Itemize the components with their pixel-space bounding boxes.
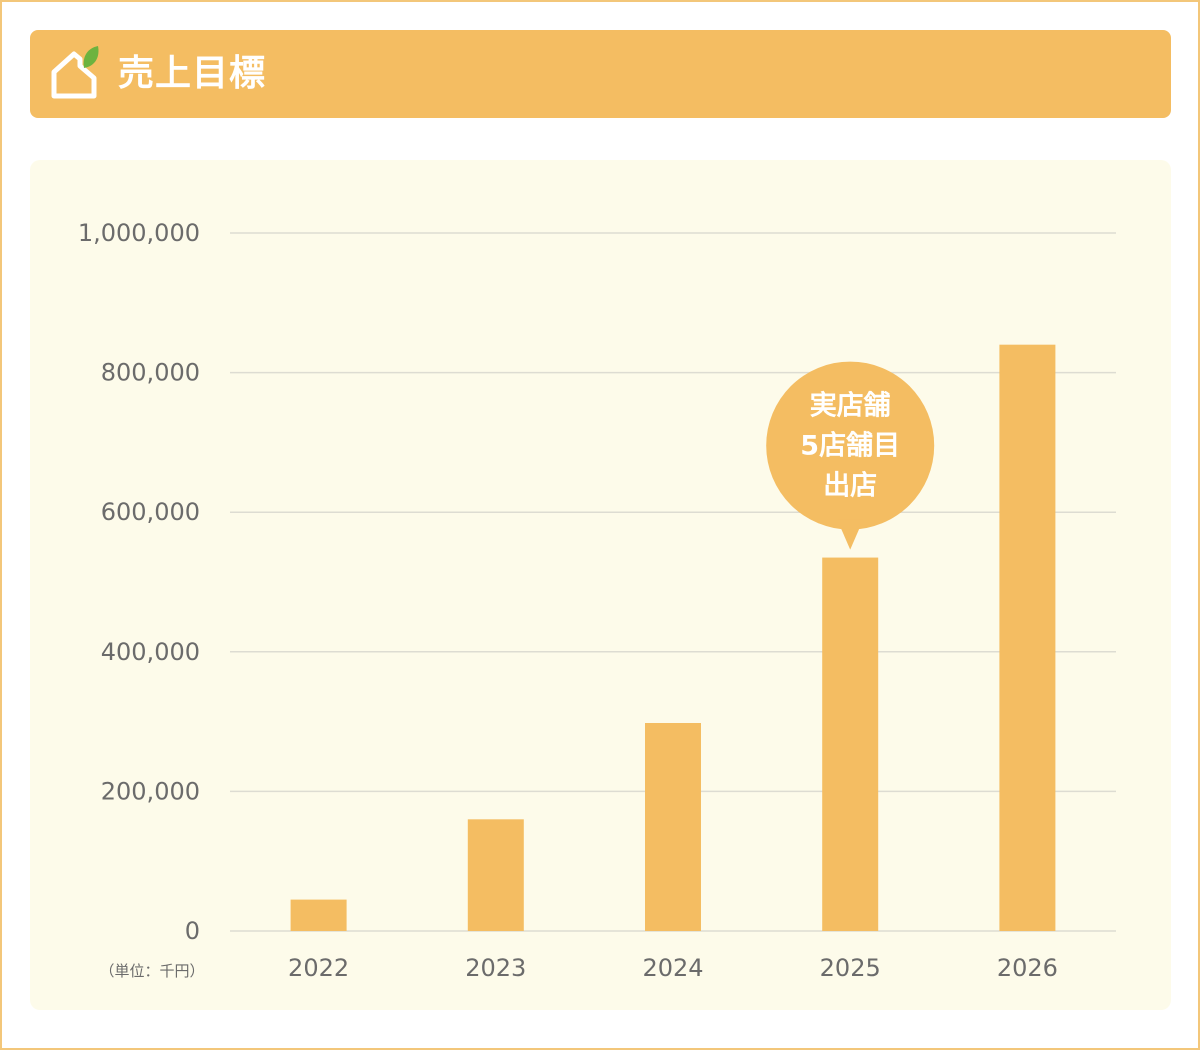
unit-label: （単位：千円） [99,962,204,980]
y-tick-label: 200,000 [101,777,200,805]
header-bar: 売上目標 [30,30,1171,118]
x-tick-label: 2023 [465,954,526,982]
house-leaf-icon [51,46,99,99]
callout-pointer [837,519,864,550]
x-tick-label: 2022 [288,954,349,982]
x-tick-label: 2024 [642,954,703,982]
chart-panel: 0 200,000 400,000 600,000 800,000 1,000,000 20… [30,160,1171,1010]
x-tick-label: 2025 [820,954,881,982]
x-tick-label: 2026 [997,954,1058,982]
callout-bubble [766,361,935,530]
bar [645,722,701,931]
callout-text-line: 5店舗目 [800,431,900,462]
y-tick-label: 400,000 [101,638,200,666]
page-title: 売上目標 [118,53,267,94]
callout-text-line: 実店舗 [810,390,891,422]
y-tick-label: 800,000 [101,359,200,387]
callout-text-line: 出店 [823,471,877,502]
bar [999,344,1056,931]
y-tick-label: 1,000,000 [78,219,200,247]
bar [822,557,879,931]
y-tick-label: 600,000 [101,498,200,526]
y-tick-label: 0 [185,917,200,945]
bar [467,819,524,931]
bar-chart: 0 200,000 400,000 600,000 800,000 1,000,000 20… [78,219,1116,982]
bar [290,899,347,931]
